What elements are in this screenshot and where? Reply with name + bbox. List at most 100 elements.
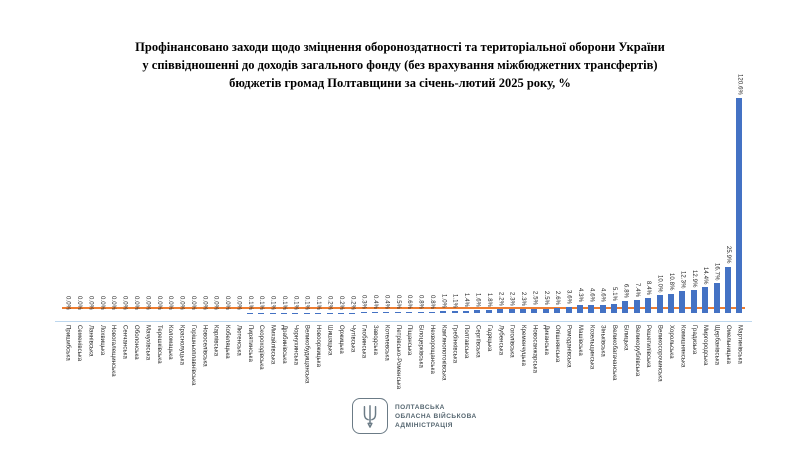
bar <box>736 98 743 313</box>
bar <box>394 312 401 313</box>
bar <box>520 308 527 313</box>
org-name-line1: ПОЛТАВСЬКА <box>395 403 445 411</box>
bar-category-label: Горішньоплавнівська <box>189 325 196 386</box>
bar <box>565 306 572 313</box>
bar-value-label: 0.8% <box>417 294 424 309</box>
bar-value-label: 2.2% <box>497 292 504 307</box>
bar-category-label: Білоцерківська <box>417 325 424 368</box>
bar-value-label: 0.2% <box>337 295 344 310</box>
bar-category-label: Лютенська <box>235 325 242 356</box>
bar-value-label: 2.3% <box>508 291 515 306</box>
bar <box>417 311 424 313</box>
bar <box>645 298 652 313</box>
bar-category-label: Нехворощанська <box>428 325 435 374</box>
reference-line <box>62 306 745 309</box>
trident-icon <box>352 398 388 434</box>
bar-value-label: 1.0% <box>440 294 447 309</box>
bar-category-label: Пришибська <box>64 325 71 361</box>
bar-category-label: Козельщинська <box>588 325 595 370</box>
organization-name: ПОЛТАВСЬКА ОБЛАСНА ВІЙСЬКОВА АДМІНІСТРАЦ… <box>395 403 477 430</box>
bar-category-label: Кременчуцька <box>520 325 527 366</box>
bar-category-label: Омельницька <box>724 325 731 364</box>
bar-category-label: Шишацька <box>326 325 333 356</box>
bar-value-label: 0.0% <box>201 295 208 310</box>
bar-value-label: 120.6% <box>736 74 743 95</box>
bar <box>428 311 435 313</box>
bar-value-label: 7.4% <box>633 282 640 297</box>
bar-category-label: Новогалещинська <box>110 325 117 377</box>
bar-category-label: Градизька <box>690 325 697 355</box>
bar <box>622 300 629 313</box>
bar-category-label: Скороходівська <box>258 325 265 370</box>
bar-value-label: 0.1% <box>292 295 299 310</box>
bar-category-label: Оржицька <box>337 325 344 354</box>
bar-value-label: 0.1% <box>315 295 322 310</box>
bar-category-label: Лохвицька <box>98 325 105 356</box>
bar-value-label: 0.8% <box>428 294 435 309</box>
bar-category-label: Сергіївська <box>474 325 481 358</box>
bar-category-label: Ромоданівська <box>565 325 572 368</box>
bar-category-label: Ланнівська <box>87 325 94 357</box>
bar-value-label: 4.6% <box>588 287 595 302</box>
bar-value-label: 0.0% <box>110 295 117 310</box>
bar-value-label: 0.0% <box>189 295 196 310</box>
bar <box>690 290 697 313</box>
bar-category-label: Новосанжарська <box>531 325 538 374</box>
bar-value-label: 0.0% <box>212 295 219 310</box>
chart-title-line2: у співвідношенні до доходів загального ф… <box>142 58 658 73</box>
bar-value-label: 10.8% <box>668 273 674 291</box>
bar-category-label: Коломацька <box>167 325 174 360</box>
bar-category-label: Новоселівська <box>201 325 208 367</box>
bar-value-label: 0.5% <box>394 295 401 310</box>
bar-value-label: 0.1% <box>303 295 310 310</box>
bar <box>463 310 470 313</box>
bar-category-label: Котелевська <box>383 325 390 361</box>
bar-category-label: Хорольська <box>668 325 674 359</box>
bar-value-label: 16.7% <box>713 262 720 281</box>
bar-category-label: Новооржицька <box>315 325 322 368</box>
bar-category-label: Краснолуцька <box>178 325 185 366</box>
bar-value-label: 0.1% <box>258 295 265 310</box>
bar-value-label: 0.0% <box>132 295 139 310</box>
bar-category-label: Диканська <box>542 325 549 355</box>
bar <box>531 308 538 313</box>
bar <box>485 309 492 313</box>
bar-category-label: Машівська <box>576 325 583 356</box>
bar <box>554 308 561 313</box>
bar-value-label: 12.3% <box>679 270 686 289</box>
bar-value-label: 0.0% <box>121 295 128 310</box>
bar-value-label: 1.8% <box>485 292 492 307</box>
bar <box>633 299 640 313</box>
bar-category-label: Зіньківська <box>599 325 606 357</box>
org-name-line3: АДМІНІСТРАЦІЯ <box>395 421 453 429</box>
bar-category-label: Гоголівська <box>508 325 515 358</box>
bar-category-label: Чорнухинська <box>292 325 299 366</box>
bar <box>508 308 515 313</box>
bar-category-label: Полтавська <box>463 325 470 359</box>
bar-value-label: 0.0% <box>64 295 71 310</box>
bar-value-label: 0.1% <box>246 295 253 310</box>
bar <box>360 312 367 313</box>
bar-category-label: Великобагачанська <box>611 325 618 381</box>
bar-value-label: 1.4% <box>463 293 470 308</box>
bar <box>383 312 390 313</box>
bar-value-label: 3.6% <box>565 289 572 304</box>
bar <box>656 295 663 313</box>
bar-category-label: Гребінківська <box>451 325 458 364</box>
bar <box>497 309 504 313</box>
bar-category-label: Щербанівська <box>713 325 720 366</box>
chart-title-line1: Профінансовано заходи щодо зміцнення обо… <box>135 40 665 54</box>
bar-value-label: 10.0% <box>656 274 663 293</box>
bar-category-label: Семенівська <box>76 325 83 362</box>
bar <box>713 283 720 313</box>
bar-value-label: 12.9% <box>690 269 697 288</box>
bar-value-label: 0.2% <box>326 295 333 310</box>
bar <box>406 311 413 313</box>
bar <box>576 305 583 313</box>
bar-category-label: Сенчанська <box>121 325 128 359</box>
bar-category-label: Мартинівська <box>736 325 743 364</box>
bar-value-label: 6.8% <box>622 283 629 298</box>
bar <box>611 303 618 313</box>
bar <box>542 308 549 313</box>
